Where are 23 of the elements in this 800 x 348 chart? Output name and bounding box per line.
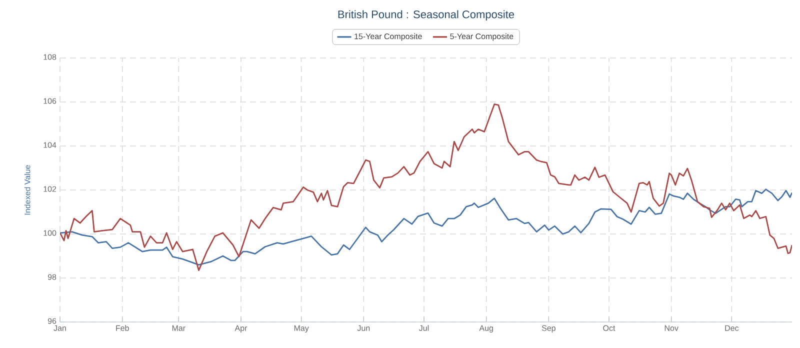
- y-tick-label: 96: [48, 318, 56, 324]
- legend-label: 15-Year Composite: [354, 33, 422, 41]
- x-tick-label: Dec: [725, 325, 739, 331]
- x-tick-label: Jan: [54, 325, 66, 331]
- x-tick-label: Jun: [357, 325, 370, 331]
- legend-label: 5-Year Composite: [450, 33, 514, 41]
- chart-title: British Pound : Seasonal Composite: [338, 10, 514, 20]
- y-tick-label: 108: [44, 54, 56, 60]
- x-tick-label: Aug: [479, 325, 493, 332]
- x-tick-label: Oct: [603, 325, 616, 331]
- y-tick-label: 102: [44, 186, 56, 192]
- y-tick-label: 104: [44, 142, 56, 148]
- y-tick-label: 106: [44, 98, 56, 104]
- y-axis-title: Indexed Value: [24, 165, 30, 215]
- x-tick-label: Apr: [234, 325, 248, 332]
- x-tick-label: Mar: [172, 325, 186, 331]
- y-tick-label: 100: [44, 230, 56, 236]
- x-tick-label: May: [294, 325, 309, 332]
- x-tick-label: Nov: [664, 325, 678, 331]
- x-tick-label: Sep: [542, 325, 556, 332]
- x-tick-label: Feb: [116, 325, 129, 331]
- x-tick-label: Jul: [419, 325, 429, 331]
- y-tick-label: 98: [48, 274, 56, 280]
